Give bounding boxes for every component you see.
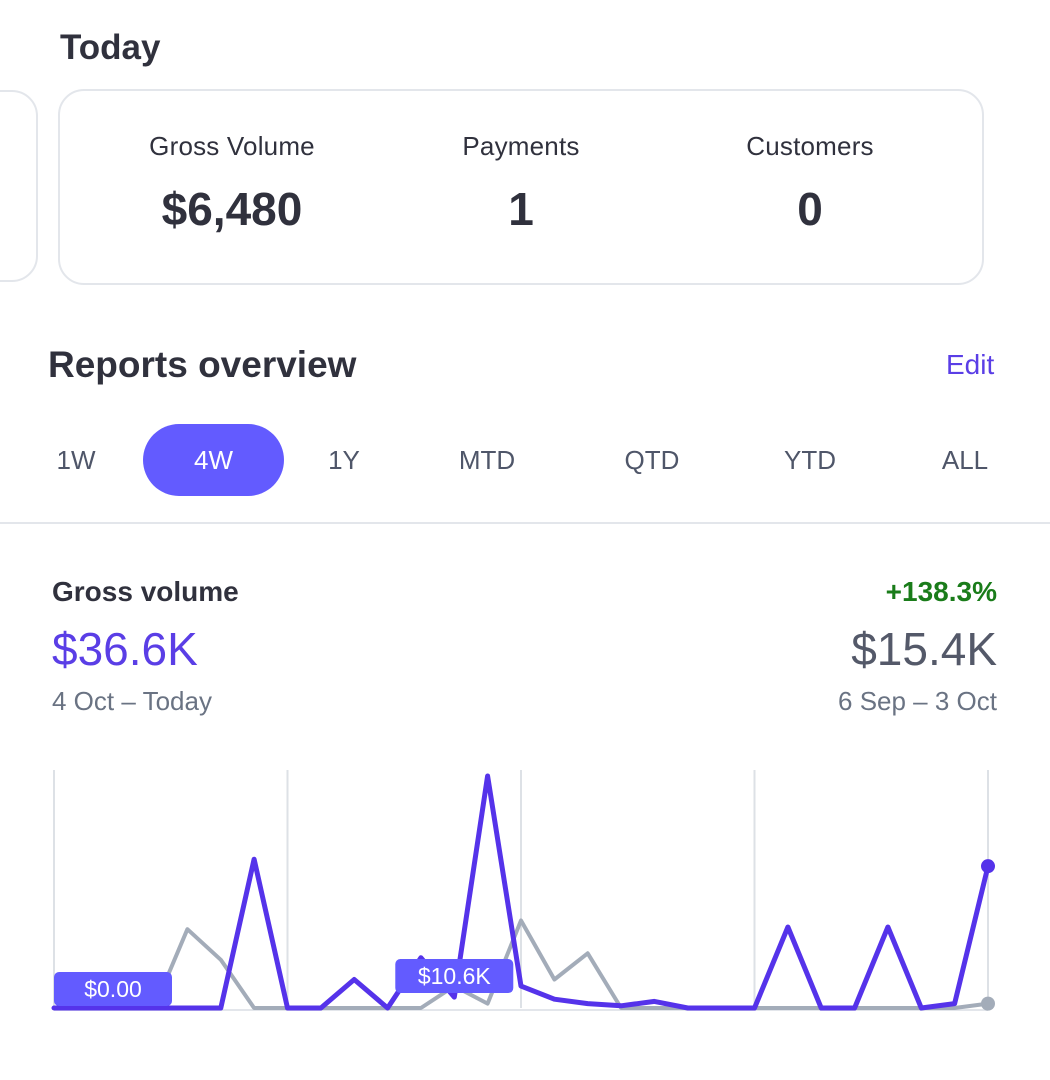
series-endpoint-previous xyxy=(981,996,995,1011)
gross-volume-current-range: 4 Oct – Today xyxy=(52,686,212,716)
tab-ytd[interactable]: YTD xyxy=(784,445,836,475)
tab-qtd[interactable]: QTD xyxy=(624,445,680,475)
stat-label: Payments xyxy=(462,131,580,161)
today-title: Today xyxy=(60,28,161,67)
reports-overview-title: Reports overview xyxy=(48,344,357,385)
stat-value: 0 xyxy=(797,183,823,235)
gross-volume-label: Gross volume xyxy=(52,576,239,607)
series-line-current xyxy=(51,773,991,1011)
gross-volume-chart[interactable]: $10.6K $0.00 xyxy=(0,730,1050,1040)
tab-4w[interactable]: 4W xyxy=(143,424,284,496)
stat-payments: Payments 1 xyxy=(391,131,651,236)
gross-volume-current-value: $36.6K xyxy=(52,623,198,675)
tab-all[interactable]: ALL xyxy=(941,445,989,475)
tab-mtd[interactable]: MTD xyxy=(458,445,516,475)
stat-customers: Customers 0 xyxy=(680,131,940,236)
today-stats-card[interactable]: Gross Volume $6,480 Payments 1 Customers… xyxy=(58,89,984,285)
stat-label: Gross Volume xyxy=(149,131,315,161)
previous-card-edge[interactable] xyxy=(0,90,38,282)
chart-annotation-label: $0.00 xyxy=(84,976,142,1002)
section-divider xyxy=(0,522,1050,524)
tab-1y[interactable]: 1Y xyxy=(328,445,360,475)
series-endpoint-current xyxy=(981,859,995,874)
range-tabs: 1W 4W 1Y MTD QTD YTD ALL xyxy=(0,424,1050,496)
edit-button[interactable]: Edit xyxy=(946,349,995,380)
gross-volume-change: +138.3% xyxy=(885,576,997,607)
stat-value: 1 xyxy=(508,183,534,235)
gross-volume-previous-value: $15.4K xyxy=(851,623,997,675)
tab-1w[interactable]: 1W xyxy=(56,445,96,475)
chart-annotation-label: $10.6K xyxy=(418,963,492,989)
stat-label: Customers xyxy=(746,131,874,161)
chart-annotation-badge xyxy=(395,959,514,994)
gross-volume-previous-range: 6 Sep – 3 Oct xyxy=(838,686,997,716)
chart-annotation-badge xyxy=(54,972,172,1006)
stat-value: $6,480 xyxy=(161,183,303,235)
stat-gross-volume: Gross Volume $6,480 xyxy=(102,131,362,236)
